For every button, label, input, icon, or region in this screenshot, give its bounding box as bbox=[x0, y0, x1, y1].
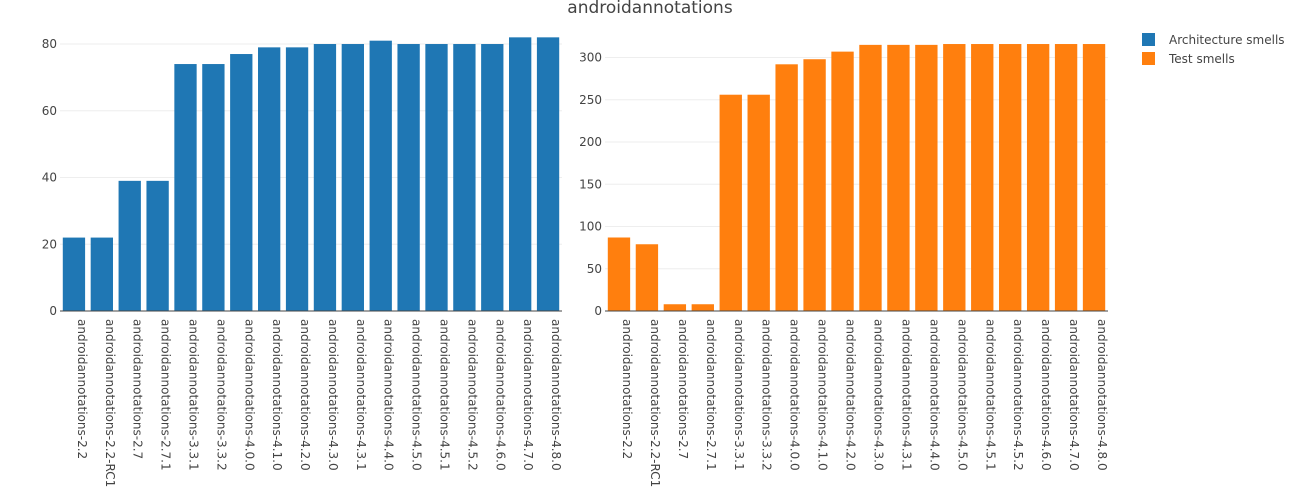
bar-test-13[interactable] bbox=[943, 44, 966, 311]
bar-architecture-3[interactable] bbox=[118, 180, 141, 311]
y-tick-label: 60 bbox=[42, 104, 57, 118]
y-tick-label: 20 bbox=[42, 237, 57, 251]
y-tick-label: 80 bbox=[42, 37, 57, 51]
bar-test-18[interactable] bbox=[1082, 44, 1106, 311]
bar-test-14[interactable] bbox=[971, 44, 994, 311]
y-tick-label: 50 bbox=[587, 262, 602, 276]
x-tick-label: androidannotations-2.2-RC1 bbox=[648, 319, 662, 487]
y-tick-label: 100 bbox=[579, 220, 602, 234]
bar-test-15[interactable] bbox=[999, 44, 1022, 311]
bar-architecture-13[interactable] bbox=[397, 44, 420, 311]
x-tick-label: androidannotations-2.7 bbox=[131, 319, 145, 459]
chart-panel-architecture: 0 20 40 60 80 androidannotations-2.2 androidan… bbox=[42, 37, 563, 487]
bar-test-17[interactable] bbox=[1054, 44, 1078, 311]
x-tick-label: androidannotations-4.0.0 bbox=[788, 319, 802, 471]
bar-architecture-4[interactable] bbox=[146, 180, 169, 311]
y-tick-label: 200 bbox=[579, 135, 602, 149]
chart-panel-test: 0 50 100 150 200 250 300 androidannotations-2.2… bbox=[579, 44, 1109, 487]
bar-architecture-8[interactable] bbox=[258, 47, 281, 312]
y-tick-label: 40 bbox=[42, 171, 57, 185]
bar-architecture-9[interactable] bbox=[285, 47, 309, 312]
legend-swatch-test[interactable] bbox=[1142, 52, 1155, 65]
bar-test-12[interactable] bbox=[915, 44, 938, 312]
bar-test-11[interactable] bbox=[887, 44, 910, 312]
x-tick-label: androidannotations-4.2.0 bbox=[298, 319, 312, 471]
bar-test-9[interactable] bbox=[831, 51, 854, 311]
x-tick-label: androidannotations-3.3.1 bbox=[732, 319, 746, 471]
x-tick-label: androidannotations-4.5.1 bbox=[438, 319, 452, 471]
x-tick-label: androidannotations-4.2.0 bbox=[844, 319, 858, 471]
x-tick-label: androidannotations-4.8.0 bbox=[1095, 319, 1109, 471]
x-tick-label: androidannotations-4.5.0 bbox=[955, 319, 969, 471]
x-tick-label: androidannotations-4.1.0 bbox=[816, 319, 830, 471]
x-tick-label: androidannotations-2.7.1 bbox=[159, 319, 173, 471]
y-tick-label: 300 bbox=[579, 51, 602, 65]
bar-architecture-7[interactable] bbox=[230, 54, 253, 311]
bar-architecture-5[interactable] bbox=[174, 64, 197, 312]
bar-test-4[interactable] bbox=[691, 304, 714, 311]
bar-test-16[interactable] bbox=[1026, 44, 1050, 311]
bar-architecture-12[interactable] bbox=[369, 40, 392, 312]
bar-architecture-11[interactable] bbox=[341, 44, 364, 311]
x-tick-label: androidannotations-2.7 bbox=[676, 319, 690, 459]
bar-test-1[interactable] bbox=[607, 237, 631, 311]
x-tick-label: androidannotations-4.6.0 bbox=[493, 319, 507, 471]
bar-architecture-15[interactable] bbox=[453, 44, 476, 311]
bar-test-8[interactable] bbox=[803, 59, 826, 311]
y-tick-label: 0 bbox=[594, 304, 602, 318]
x-tick-label: androidannotations-2.2-RC1 bbox=[103, 319, 117, 487]
x-tick-label: androidannotations-4.1.0 bbox=[270, 319, 284, 471]
x-tick-label: androidannotations-4.4.0 bbox=[927, 319, 941, 471]
x-tick-label: androidannotations-4.5.2 bbox=[1011, 319, 1025, 471]
bar-architecture-17[interactable] bbox=[509, 37, 532, 311]
chart-title: androidannotations bbox=[567, 0, 733, 18]
bar-test-7[interactable] bbox=[775, 64, 798, 311]
bar-test-6[interactable] bbox=[747, 94, 770, 311]
bar-test-2[interactable] bbox=[635, 244, 659, 311]
x-tick-label: androidannotations-2.7.1 bbox=[704, 319, 718, 471]
x-tick-label: androidannotations-4.5.0 bbox=[410, 319, 424, 471]
x-tick-label: androidannotations-4.5.1 bbox=[983, 319, 997, 471]
x-tick-label: androidannotations-4.5.2 bbox=[465, 319, 479, 471]
x-tick-label: androidannotations-4.0.0 bbox=[242, 319, 256, 471]
x-tick-label: androidannotations-2.2 bbox=[75, 319, 89, 459]
bar-test-5[interactable] bbox=[719, 94, 742, 311]
bar-test-10[interactable] bbox=[859, 44, 882, 312]
bar-architecture-1[interactable] bbox=[62, 237, 86, 311]
x-tick-label: androidannotations-4.3.1 bbox=[899, 319, 913, 471]
y-tick-label: 0 bbox=[49, 304, 57, 318]
legend: Architecture smells Test smells bbox=[1142, 33, 1285, 66]
bar-architecture-16[interactable] bbox=[481, 44, 504, 311]
x-tick-label: androidannotations-3.3.1 bbox=[187, 319, 201, 471]
bar-architecture-2[interactable] bbox=[90, 237, 113, 311]
x-tick-label: androidannotations-4.3.0 bbox=[326, 319, 340, 471]
bar-architecture-18[interactable] bbox=[536, 37, 560, 311]
x-tick-label: androidannotations-4.7.0 bbox=[521, 319, 535, 471]
x-tick-label: androidannotations-4.4.0 bbox=[382, 319, 396, 471]
bar-architecture-14[interactable] bbox=[425, 44, 448, 311]
x-tick-label: androidannotations-4.8.0 bbox=[549, 319, 563, 471]
y-tick-label: 150 bbox=[579, 177, 602, 191]
bar-architecture-10[interactable] bbox=[313, 44, 337, 311]
x-tick-label: androidannotations-4.6.0 bbox=[1039, 319, 1053, 471]
legend-label-architecture[interactable]: Architecture smells bbox=[1169, 33, 1285, 47]
legend-label-test[interactable]: Test smells bbox=[1168, 52, 1235, 66]
x-tick-label: androidannotations-3.3.2 bbox=[214, 319, 228, 471]
x-tick-label: androidannotations-4.3.0 bbox=[871, 319, 885, 471]
legend-swatch-architecture[interactable] bbox=[1142, 33, 1155, 46]
bar-architecture-6[interactable] bbox=[202, 64, 225, 312]
x-tick-label: androidannotations-4.3.1 bbox=[354, 319, 368, 471]
x-tick-label: androidannotations-2.2 bbox=[620, 319, 634, 459]
x-tick-label: androidannotations-4.7.0 bbox=[1067, 319, 1081, 471]
y-tick-label: 250 bbox=[579, 93, 602, 107]
bar-test-3[interactable] bbox=[663, 304, 687, 311]
x-tick-label: androidannotations-3.3.2 bbox=[760, 319, 774, 471]
